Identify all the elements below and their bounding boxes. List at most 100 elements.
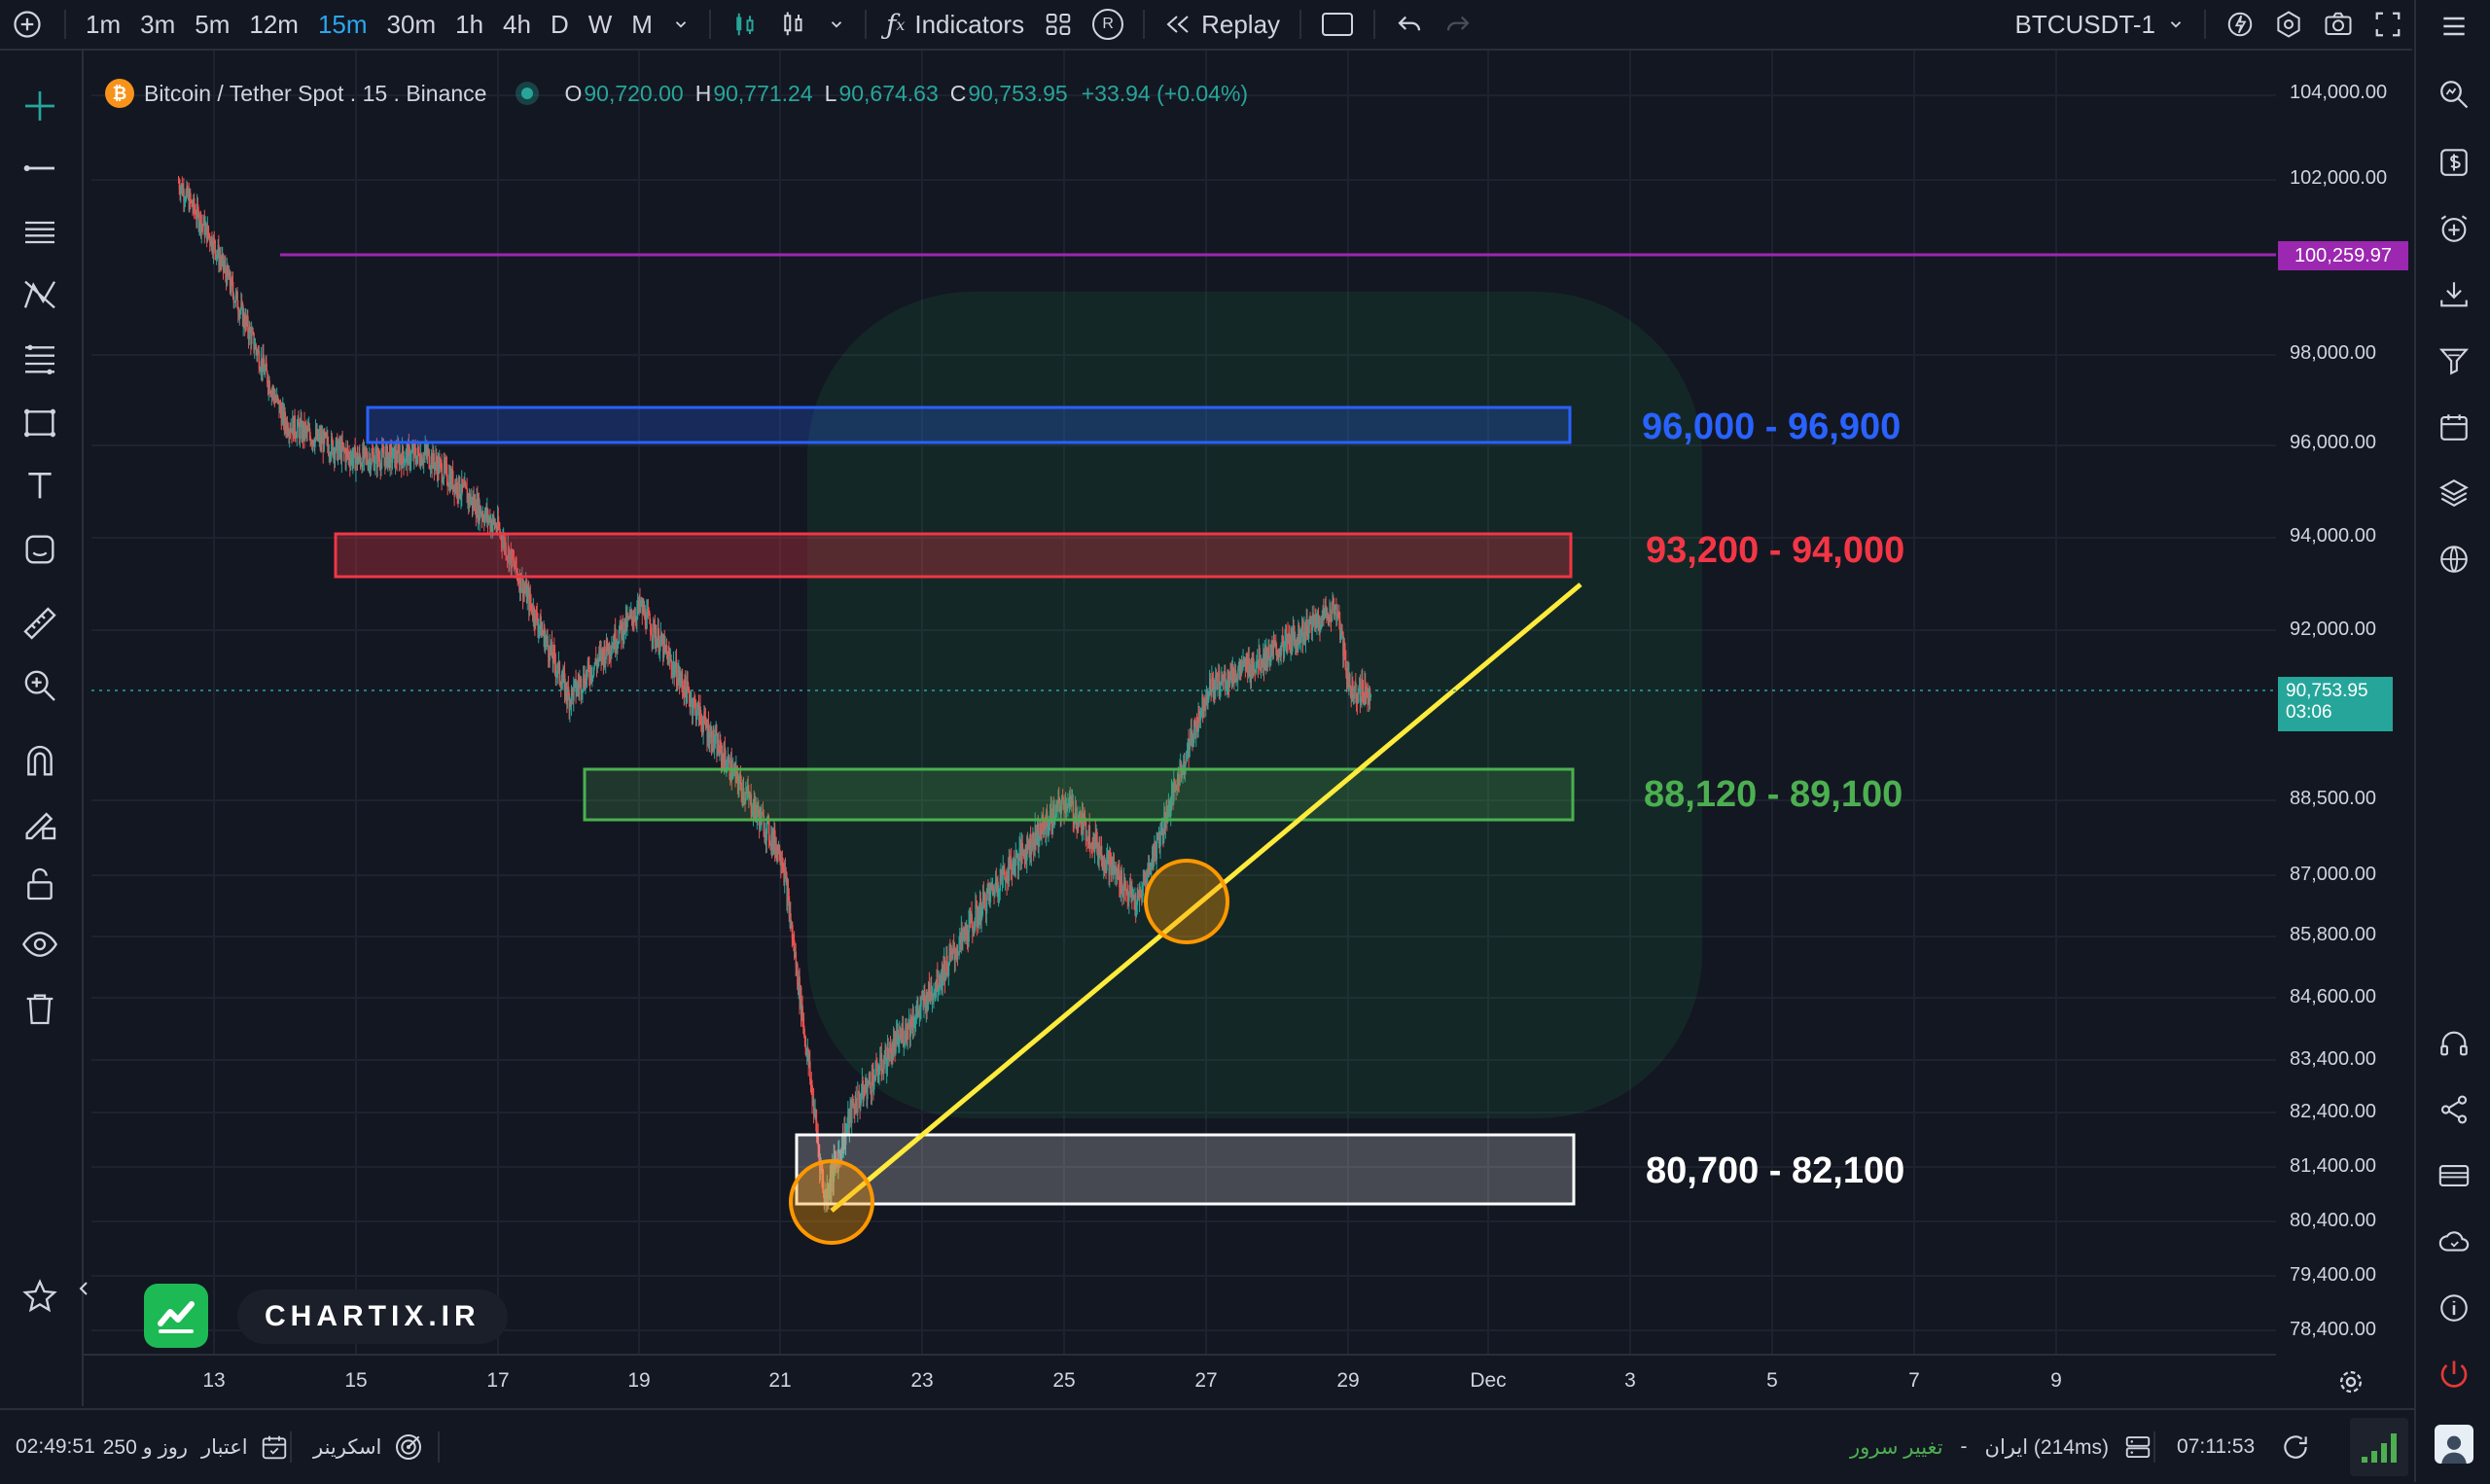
interval-1h[interactable]: 1h: [455, 9, 484, 39]
magnet-icon[interactable]: [18, 739, 62, 784]
interval-30m[interactable]: 30m: [386, 9, 437, 39]
candle-body: [894, 1041, 897, 1053]
candle-body: [1247, 664, 1249, 677]
crosshair-icon[interactable]: [18, 84, 62, 128]
candle-body: [992, 885, 995, 892]
add-symbol-plus-icon[interactable]: [0, 10, 54, 39]
price-axis[interactable]: 104,000.00 102,000.00 98,000.00 96,000.0…: [2276, 51, 2412, 1354]
candle-body: [1169, 802, 1171, 816]
candle-body: [829, 1175, 832, 1191]
rectangle-select-icon[interactable]: [1311, 10, 1364, 39]
window-menu-icon[interactable]: [2432, 4, 2476, 49]
download-tray-icon[interactable]: [2432, 272, 2476, 317]
alarm-clock-icon[interactable]: [2432, 206, 2476, 251]
settings-hexagon-icon[interactable]: [2264, 10, 2313, 39]
candle-body: [1029, 834, 1031, 854]
bars-chart-type-icon[interactable]: [769, 10, 818, 39]
candle-body: [1015, 854, 1017, 856]
interval-4h[interactable]: 4h: [503, 9, 531, 39]
layers-icon[interactable]: [2432, 471, 2476, 515]
candle-body: [307, 428, 309, 431]
chart-settings-gear-icon[interactable]: [2336, 1367, 2366, 1396]
candle-body: [1260, 663, 1263, 670]
candle-body: [741, 794, 743, 800]
candle-body: [797, 984, 800, 994]
ruler-measure-icon[interactable]: [18, 601, 62, 646]
pattern-tool-icon[interactable]: [18, 272, 62, 317]
calendar-icon[interactable]: [2432, 405, 2476, 449]
candles-chart-type-icon[interactable]: [721, 10, 769, 39]
server-change-link[interactable]: تغییر سرور: [1850, 1435, 1943, 1459]
candle-body: [271, 390, 273, 392]
candle-body: [679, 669, 681, 684]
screener-label: اسکرینر: [313, 1435, 382, 1459]
unlock-icon[interactable]: [18, 862, 62, 906]
interval-m[interactable]: M: [631, 9, 653, 39]
layouts-grid-icon[interactable]: [1034, 10, 1083, 39]
refresh-icon[interactable]: [2280, 1431, 2311, 1463]
time-axis[interactable]: 13 15 17 19 21 23 25 27 29 Dec 3 5 7 9: [82, 1354, 2363, 1408]
fib-retracement-tool-icon[interactable]: [18, 336, 62, 381]
alert-badge-icon[interactable]: R: [1083, 9, 1133, 40]
chart-type-chevron-down-icon[interactable]: [818, 16, 855, 33]
emoji-sticker-tool-icon[interactable]: [18, 527, 62, 572]
candle-body: [1105, 862, 1107, 871]
power-logout-icon[interactable]: [2432, 1352, 2476, 1396]
quick-search-lightning-icon[interactable]: [2216, 10, 2264, 39]
hide-drawings-eye-icon[interactable]: [18, 922, 62, 967]
candle-body: [380, 458, 382, 470]
interval-w[interactable]: W: [587, 9, 613, 39]
candle-body: [261, 358, 263, 371]
trash-delete-icon[interactable]: [18, 986, 62, 1031]
candle-body: [1314, 618, 1317, 624]
search-analytics-icon[interactable]: [2432, 72, 2476, 117]
candle-body: [418, 452, 420, 463]
interval-d[interactable]: D: [550, 9, 569, 39]
collapse-panel-chevron-icon[interactable]: [74, 1274, 93, 1303]
legend-title[interactable]: Bitcoin / Tether Spot . 15 . Binance: [144, 80, 487, 106]
interval-5m[interactable]: 5m: [195, 9, 231, 39]
fullscreen-icon[interactable]: [2364, 10, 2412, 39]
interval-chevron-down-icon[interactable]: [662, 16, 699, 33]
subscription-credit[interactable]: 02:49:51 250 روز و اعتبار: [16, 1410, 289, 1484]
candle-body: [650, 623, 652, 635]
user-avatar[interactable]: [2432, 1422, 2476, 1466]
interval-1m[interactable]: 1m: [86, 9, 122, 39]
zoom-in-icon[interactable]: [18, 663, 62, 708]
candle-body: [756, 812, 759, 820]
symbol-selector[interactable]: BTCUSDT-1: [2006, 10, 2194, 40]
screener-button[interactable]: اسکرینر: [313, 1410, 424, 1484]
globe-icon[interactable]: [2432, 537, 2476, 582]
favorites-star-icon[interactable]: [18, 1274, 62, 1319]
interval-3m[interactable]: 3m: [140, 9, 176, 39]
credit-card-icon[interactable]: [2432, 1153, 2476, 1198]
info-icon[interactable]: [2432, 1286, 2476, 1330]
text-tool-icon[interactable]: [18, 463, 62, 508]
snapshot-camera-icon[interactable]: [2313, 10, 2364, 39]
lock-drawing-icon[interactable]: [18, 801, 62, 846]
interval-12m[interactable]: 12m: [249, 9, 299, 39]
candle-body: [944, 973, 947, 981]
server-status[interactable]: تغییر سرور - ایران (214ms): [1850, 1410, 2153, 1484]
redo-icon[interactable]: [1434, 10, 1482, 39]
cloud-sync-icon[interactable]: [2432, 1219, 2476, 1264]
rectangle-tool-icon[interactable]: [18, 401, 62, 445]
screener-filter-icon[interactable]: [2432, 338, 2476, 383]
trend-line-tool-icon[interactable]: [18, 146, 62, 191]
candle-body: [833, 1156, 836, 1183]
candle-body: [1001, 874, 1004, 881]
undo-icon[interactable]: [1385, 10, 1434, 39]
dollar-sign-icon[interactable]: [2432, 140, 2476, 185]
connection-signal-icon[interactable]: [2350, 1418, 2408, 1476]
candle-body: [1283, 643, 1286, 658]
support-headset-icon[interactable]: [2432, 1021, 2476, 1066]
candle-body: [459, 496, 462, 498]
market-open-dot-icon: [516, 82, 540, 105]
replay-button[interactable]: Replay: [1155, 10, 1290, 40]
interval-15m[interactable]: 15m: [317, 9, 368, 39]
candle-body: [661, 639, 663, 645]
share-icon[interactable]: [2432, 1087, 2476, 1132]
horizontal-lines-tool-icon[interactable]: [18, 210, 62, 255]
